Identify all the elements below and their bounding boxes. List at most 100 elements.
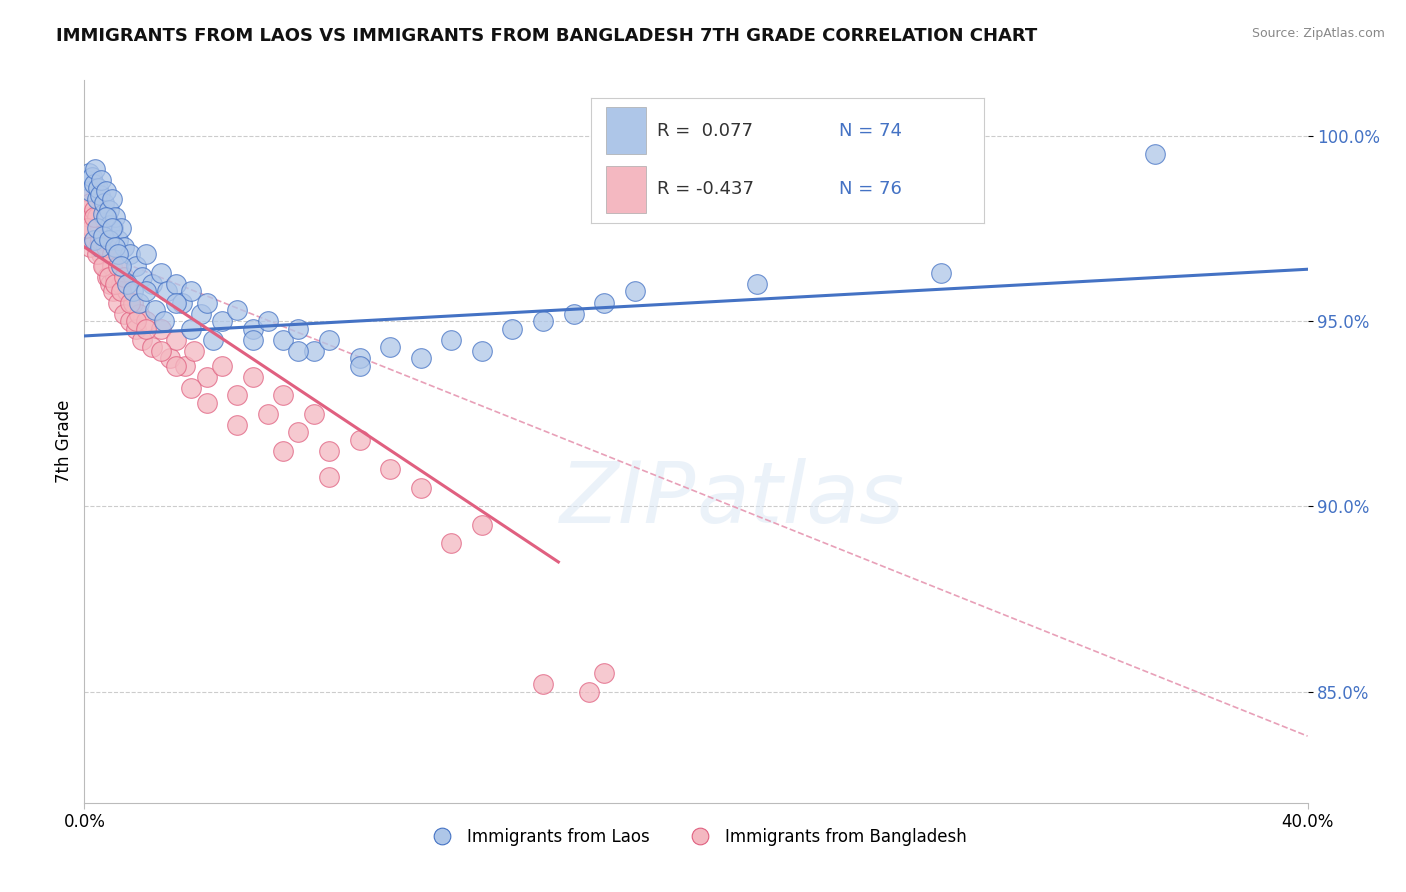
Point <box>80 221 103 235</box>
Point <box>125 259 148 273</box>
Point <box>380 462 402 476</box>
Point <box>93 195 115 210</box>
Text: R =  0.077: R = 0.077 <box>658 121 754 139</box>
Point <box>471 517 494 532</box>
Point <box>75 202 97 217</box>
Point <box>83 211 105 225</box>
Point <box>183 343 205 358</box>
Point <box>96 269 118 284</box>
Point <box>104 240 127 254</box>
Point <box>91 207 114 221</box>
Text: R = -0.437: R = -0.437 <box>658 180 755 198</box>
Point <box>211 314 233 328</box>
Point <box>80 169 103 184</box>
Point <box>302 343 325 358</box>
Point <box>93 259 115 273</box>
Point <box>165 277 187 291</box>
Point <box>271 443 294 458</box>
Point <box>87 240 110 254</box>
Bar <box>606 166 645 213</box>
Point <box>135 285 157 299</box>
Point <box>94 240 117 254</box>
Point <box>76 173 98 187</box>
Point <box>89 240 111 254</box>
Point <box>128 295 150 310</box>
Point <box>86 247 108 261</box>
Point <box>409 351 432 366</box>
Text: N = 74: N = 74 <box>838 121 901 139</box>
Point <box>195 369 218 384</box>
Point <box>89 188 111 202</box>
Point <box>143 303 166 318</box>
Point <box>226 303 249 318</box>
Point <box>318 469 340 483</box>
Point <box>190 307 212 321</box>
Point <box>83 202 105 217</box>
Point <box>242 333 264 347</box>
Bar <box>606 107 645 154</box>
Point <box>115 285 138 299</box>
Point <box>180 321 202 335</box>
Point <box>120 247 142 261</box>
Point <box>77 166 100 180</box>
Point <box>91 228 114 243</box>
Point <box>195 395 218 409</box>
Point <box>174 359 197 373</box>
Point <box>226 388 249 402</box>
Point <box>83 177 105 191</box>
Point <box>107 259 129 273</box>
Point <box>287 321 309 335</box>
Point <box>153 314 176 328</box>
Point <box>101 247 124 261</box>
Point <box>110 285 132 299</box>
Point <box>257 407 280 421</box>
Point <box>107 247 129 261</box>
Point <box>159 351 181 366</box>
Point <box>97 269 120 284</box>
Point <box>440 536 463 550</box>
Point <box>120 295 142 310</box>
Point <box>440 333 463 347</box>
Point <box>98 218 121 232</box>
Text: atlas: atlas <box>696 458 904 541</box>
Point <box>103 285 125 299</box>
Point <box>122 295 145 310</box>
Point <box>122 285 145 299</box>
Point <box>531 677 554 691</box>
Point <box>242 321 264 335</box>
Point <box>502 321 524 335</box>
Point <box>201 333 224 347</box>
Text: N = 76: N = 76 <box>838 180 901 198</box>
Point <box>271 333 294 347</box>
Point <box>180 381 202 395</box>
Point <box>86 211 108 225</box>
Point <box>94 211 117 225</box>
Point <box>112 269 135 284</box>
Point <box>90 173 112 187</box>
Point <box>91 233 114 247</box>
Point <box>747 277 769 291</box>
Point <box>97 247 120 261</box>
Point <box>149 343 172 358</box>
Point <box>97 233 120 247</box>
Point <box>90 247 112 261</box>
Point <box>135 247 157 261</box>
Point <box>104 269 127 284</box>
Point <box>94 240 117 254</box>
Point <box>318 333 340 347</box>
Point <box>89 233 111 247</box>
Point <box>287 343 309 358</box>
Point <box>86 192 108 206</box>
Point <box>76 221 98 235</box>
Point <box>349 359 371 373</box>
Point <box>84 233 107 247</box>
Point <box>624 285 647 299</box>
Point <box>172 295 194 310</box>
Point <box>257 314 280 328</box>
Legend: Immigrants from Laos, Immigrants from Bangladesh: Immigrants from Laos, Immigrants from Ba… <box>419 821 973 852</box>
Point <box>110 221 132 235</box>
Point <box>76 185 98 199</box>
Point <box>226 417 249 432</box>
Point <box>89 221 111 235</box>
Point <box>471 343 494 358</box>
